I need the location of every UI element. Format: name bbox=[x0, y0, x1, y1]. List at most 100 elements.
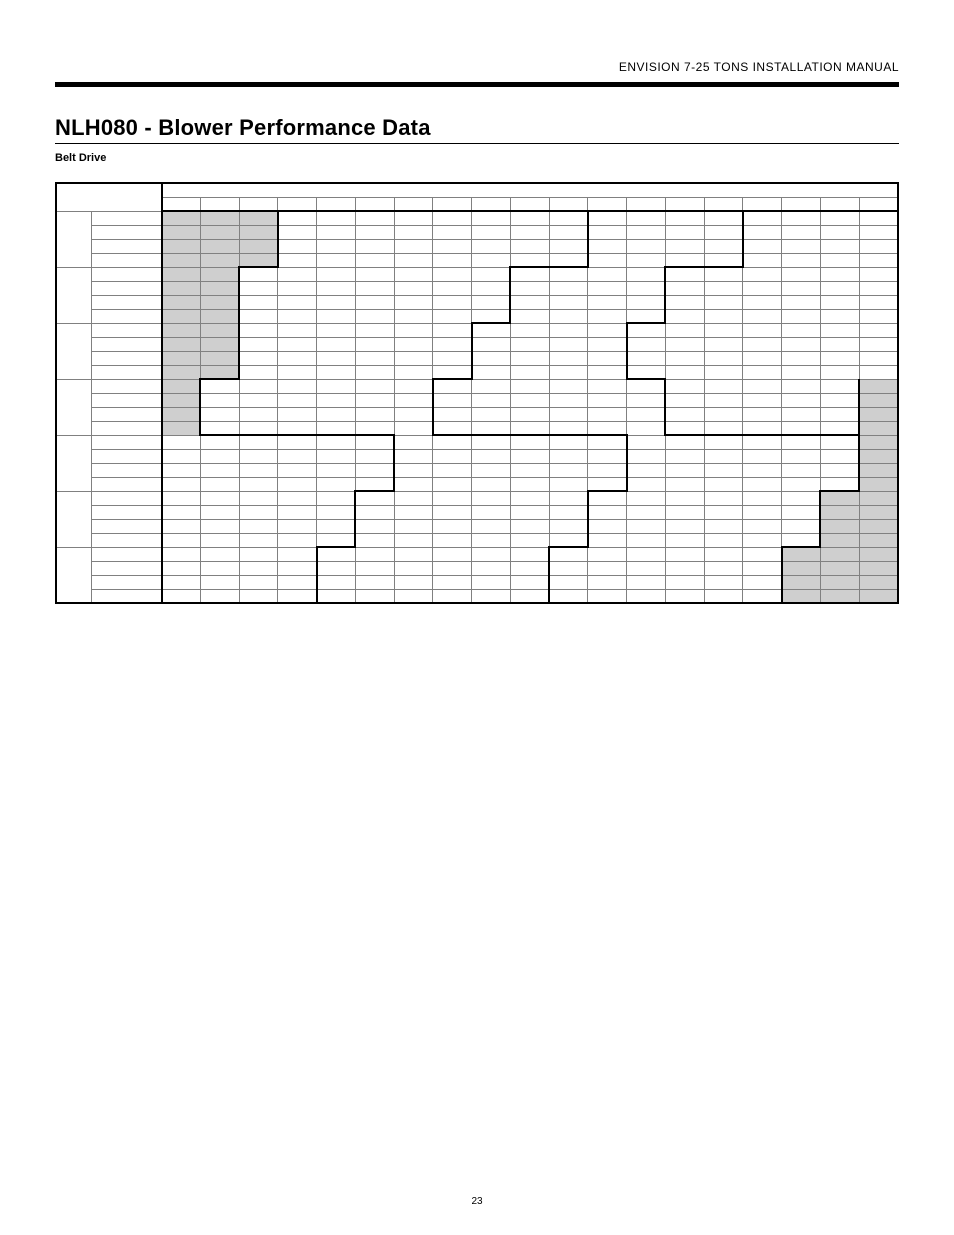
table-cell bbox=[588, 295, 627, 309]
table-cell bbox=[278, 491, 317, 505]
table-cell bbox=[510, 323, 549, 337]
table-cell bbox=[394, 309, 433, 323]
table-cell bbox=[820, 197, 859, 211]
table-cell bbox=[91, 253, 161, 267]
page-number: 23 bbox=[0, 1196, 954, 1207]
table-cell bbox=[627, 253, 666, 267]
table-cell bbox=[472, 351, 511, 365]
table-cell bbox=[627, 323, 666, 337]
table-cell bbox=[510, 337, 549, 351]
table-cell bbox=[665, 211, 704, 225]
table-cell bbox=[239, 267, 278, 281]
table-cell bbox=[200, 211, 239, 225]
table-cell bbox=[588, 225, 627, 239]
table-cell bbox=[510, 225, 549, 239]
table-cell bbox=[162, 239, 201, 253]
table-cell bbox=[433, 295, 472, 309]
table-cell bbox=[200, 477, 239, 491]
table-cell bbox=[278, 309, 317, 323]
table-cell bbox=[394, 365, 433, 379]
table-cell bbox=[627, 225, 666, 239]
table-cell bbox=[743, 281, 782, 295]
table-cell bbox=[56, 211, 91, 267]
table-cell bbox=[355, 407, 394, 421]
table-cell bbox=[704, 365, 743, 379]
table-cell bbox=[743, 575, 782, 589]
table-cell bbox=[820, 575, 859, 589]
table-cell bbox=[549, 379, 588, 393]
table-cell bbox=[278, 407, 317, 421]
table-cell bbox=[627, 435, 666, 449]
table-cell bbox=[704, 589, 743, 603]
table-cell bbox=[162, 421, 201, 435]
table-cell bbox=[665, 281, 704, 295]
table-cell bbox=[859, 393, 898, 407]
table-cell bbox=[162, 533, 201, 547]
table-cell bbox=[394, 239, 433, 253]
table-cell bbox=[510, 463, 549, 477]
table-cell bbox=[91, 463, 161, 477]
table-cell bbox=[162, 281, 201, 295]
table-cell bbox=[627, 295, 666, 309]
table-cell bbox=[665, 351, 704, 365]
table-cell bbox=[278, 393, 317, 407]
table-cell bbox=[317, 477, 356, 491]
table-cell bbox=[549, 295, 588, 309]
table-cell bbox=[317, 519, 356, 533]
table-cell bbox=[239, 197, 278, 211]
table-cell bbox=[859, 281, 898, 295]
table-cell bbox=[510, 393, 549, 407]
table-cell bbox=[433, 309, 472, 323]
table-cell bbox=[820, 239, 859, 253]
table-cell bbox=[704, 435, 743, 449]
table-cell bbox=[278, 295, 317, 309]
table-cell bbox=[704, 407, 743, 421]
table-cell bbox=[704, 309, 743, 323]
table-cell bbox=[820, 463, 859, 477]
table-cell bbox=[162, 575, 201, 589]
table-cell bbox=[433, 477, 472, 491]
table-cell bbox=[510, 575, 549, 589]
table-cell bbox=[665, 547, 704, 561]
table-cell bbox=[317, 407, 356, 421]
table-cell bbox=[317, 393, 356, 407]
table-cell bbox=[162, 491, 201, 505]
table-cell bbox=[704, 323, 743, 337]
table-cell bbox=[162, 561, 201, 575]
table-cell bbox=[56, 435, 91, 491]
table-cell bbox=[859, 491, 898, 505]
table-cell bbox=[162, 323, 201, 337]
table-cell bbox=[510, 281, 549, 295]
table-cell bbox=[56, 547, 91, 603]
table-cell bbox=[355, 295, 394, 309]
table-cell bbox=[394, 547, 433, 561]
table-cell bbox=[355, 379, 394, 393]
table-cell bbox=[859, 505, 898, 519]
table-cell bbox=[317, 589, 356, 603]
table-cell bbox=[278, 435, 317, 449]
performance-table-wrap bbox=[55, 182, 899, 604]
table-cell bbox=[627, 589, 666, 603]
table-cell bbox=[278, 533, 317, 547]
table-cell bbox=[200, 295, 239, 309]
table-cell bbox=[433, 323, 472, 337]
table-cell bbox=[820, 547, 859, 561]
table-cell bbox=[239, 561, 278, 575]
table-cell bbox=[317, 561, 356, 575]
table-cell bbox=[704, 239, 743, 253]
table-cell bbox=[355, 491, 394, 505]
table-cell bbox=[472, 519, 511, 533]
table-cell bbox=[317, 323, 356, 337]
table-cell bbox=[278, 589, 317, 603]
table-cell bbox=[278, 337, 317, 351]
table-cell bbox=[588, 253, 627, 267]
table-cell bbox=[394, 225, 433, 239]
table-cell bbox=[472, 547, 511, 561]
table-cell bbox=[355, 421, 394, 435]
table-cell bbox=[239, 239, 278, 253]
table-cell bbox=[704, 449, 743, 463]
table-cell bbox=[355, 211, 394, 225]
table-cell bbox=[510, 295, 549, 309]
table-cell bbox=[317, 449, 356, 463]
table-cell bbox=[239, 253, 278, 267]
